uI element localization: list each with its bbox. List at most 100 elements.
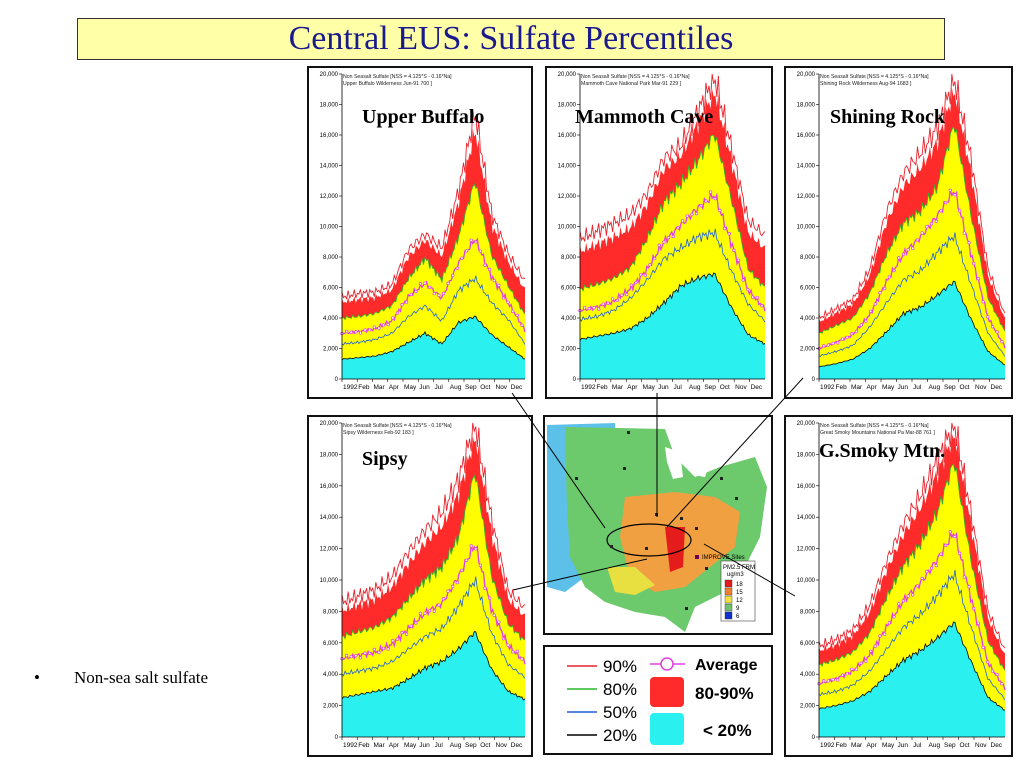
average-point — [882, 286, 887, 291]
average-point — [638, 273, 643, 277]
legend-panel: 90% 80% 50% 20% Average 80-90% < 20% — [543, 645, 773, 755]
x-tick-label: Jun — [898, 384, 909, 391]
average-point — [629, 283, 633, 287]
average-point — [464, 249, 469, 253]
average-point — [418, 282, 423, 286]
series-20 — [818, 621, 1006, 711]
x-tick-label: May — [882, 384, 895, 391]
site-label-mammoth-cave: Mammoth Cave — [575, 106, 714, 128]
average-point — [958, 209, 962, 213]
average-point — [972, 606, 976, 611]
average-point — [840, 337, 845, 341]
y-tick-label: 6,000 — [800, 641, 816, 647]
y-tick-label: 4,000 — [800, 316, 816, 322]
band-20-50 — [819, 570, 1005, 711]
x-tick-label: May — [882, 742, 895, 749]
y-tick-label: 14,000 — [797, 515, 816, 521]
average-point — [464, 558, 469, 562]
y-tick-label: 14,000 — [558, 164, 577, 170]
chart-shining-rock: Non Seasalt Sulfate [NSS = 4.125*S - 0.1… — [797, 72, 1006, 391]
average-point — [929, 221, 934, 226]
scale-value: 9 — [736, 606, 740, 612]
scale-swatch — [724, 579, 733, 588]
x-tick-label: Mar — [374, 742, 386, 749]
x-tick-label: Nov — [496, 742, 508, 749]
average-point — [652, 256, 657, 261]
series-20 — [341, 315, 526, 361]
x-tick-label: May — [643, 384, 656, 391]
average-point — [606, 301, 610, 305]
average-point — [451, 584, 455, 589]
y-tick-label: 6,000 — [323, 641, 339, 647]
scale-swatch — [724, 587, 733, 596]
series-20 — [341, 631, 526, 701]
average-point — [446, 281, 450, 286]
chart-header-1: Non Seasalt Sulfate [NSS = 4.125*S - 0.1… — [343, 423, 452, 429]
improve-legend-label: IMPROVE Sites — [702, 555, 745, 561]
series-20 — [579, 272, 766, 346]
average-point — [925, 225, 929, 229]
x-tick-label: Oct — [480, 742, 490, 749]
average-point — [915, 238, 920, 242]
site-label-sipsy: Sipsy — [362, 448, 408, 470]
x-tick-label: Jul — [435, 384, 444, 391]
x-tick-label: Mar — [851, 384, 863, 391]
chart-g-smoky: Non Seasalt Sulfate [NSS = 4.125*S - 0.1… — [797, 421, 1006, 749]
scale-title: PM2.5 FRM — [723, 565, 755, 571]
y-tick-label: 20,000 — [797, 72, 816, 78]
x-tick-label: Mar — [851, 742, 863, 749]
average-point — [520, 657, 524, 661]
y-tick-label: 12,000 — [320, 194, 339, 200]
y-tick-label: 4,000 — [323, 316, 339, 322]
average-point — [395, 637, 400, 641]
map-red-zone — [665, 527, 685, 572]
x-tick-label: Feb — [836, 742, 848, 749]
chart-panel-g-smoky: Non Seasalt Sulfate [NSS = 4.125*S - 0.1… — [784, 415, 1013, 757]
series-50 — [341, 576, 526, 679]
y-tick-label: 4,000 — [800, 672, 816, 678]
x-tick-label: Dec — [511, 742, 523, 749]
average-point — [487, 267, 492, 272]
x-tick-label: Jun — [419, 384, 430, 391]
average-point — [854, 667, 859, 671]
average-point — [441, 291, 446, 296]
average-point — [469, 544, 473, 548]
band-lt20 — [580, 272, 765, 379]
x-tick-label: 1992 — [820, 742, 835, 749]
average-point — [409, 292, 413, 297]
pm25-map-panel: IMPROVE Sites PM2.5 FRM ug/m3 18 15 12 9 6 — [543, 415, 773, 635]
average-point — [840, 673, 845, 677]
average-point — [868, 649, 873, 654]
average-point — [483, 586, 487, 590]
average-point — [395, 311, 400, 315]
chart-upper-buffalo: Non Seasalt Sulfate [NSS = 4.125*S - 0.1… — [320, 72, 526, 391]
average-point — [864, 659, 868, 664]
x-tick-label: Feb — [358, 742, 370, 749]
y-tick-label: 2,000 — [800, 347, 816, 353]
band-yellow — [342, 475, 525, 679]
average-point — [1000, 340, 1004, 344]
average-point — [344, 653, 349, 658]
y-tick-label: 16,000 — [558, 133, 577, 139]
scale-swatch — [724, 611, 733, 620]
y-tick-label: 10,000 — [797, 225, 816, 231]
average-point — [501, 296, 506, 300]
y-tick-label: 8,000 — [323, 609, 339, 615]
average-point — [981, 645, 985, 649]
x-tick-label: May — [404, 384, 417, 391]
average-point — [515, 649, 519, 653]
average-point — [597, 307, 601, 311]
average-point — [722, 226, 727, 231]
legend: 90% 80% 50% 20% Average 80-90% < 20% — [567, 657, 758, 745]
series-80 — [579, 134, 766, 292]
average-point — [859, 323, 863, 327]
x-tick-label: Aug — [450, 384, 462, 391]
central-region-outline — [606, 523, 692, 557]
chart-header-1: Non Seasalt Sulfate [NSS = 4.125*S - 0.1… — [581, 74, 690, 80]
average-point — [906, 248, 910, 252]
y-tick-label: 10,000 — [320, 578, 339, 584]
y-tick-label: 4,000 — [561, 316, 577, 322]
y-tick-label: 0 — [573, 377, 577, 383]
y-tick-label: 14,000 — [320, 515, 339, 521]
band-80-90 — [819, 87, 1005, 334]
